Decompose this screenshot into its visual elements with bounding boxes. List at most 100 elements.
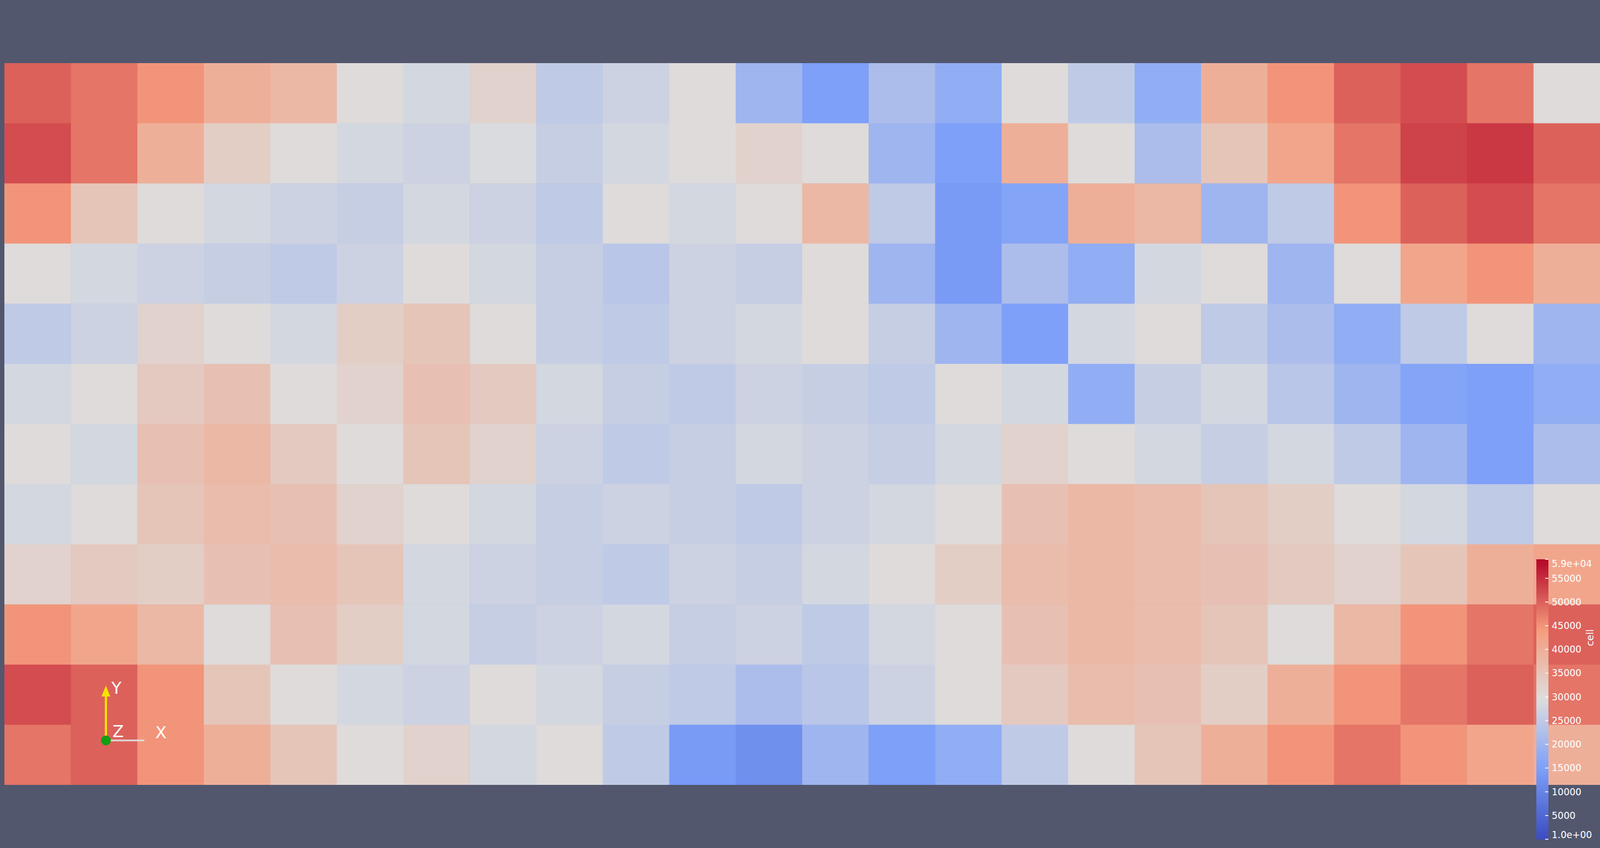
cell — [868, 303, 936, 364]
colorbar-segment — [1536, 648, 1549, 651]
colorbar-segment — [1536, 815, 1549, 819]
colorbar-tick — [1545, 838, 1549, 840]
cell — [1267, 243, 1335, 304]
colorbar-segment — [1536, 803, 1549, 807]
colorbar-segment — [1536, 703, 1549, 707]
cell — [802, 724, 870, 785]
cell — [1533, 183, 1600, 244]
cell — [137, 243, 205, 304]
cell — [336, 183, 404, 244]
colorbar-segment — [1536, 722, 1549, 726]
colorbar-segment — [1536, 561, 1549, 565]
cell — [1400, 664, 1468, 725]
colorbar-segment — [1536, 797, 1549, 800]
colorbar-segment — [1536, 831, 1549, 835]
cell — [735, 604, 803, 665]
cell — [735, 183, 803, 244]
cell — [4, 544, 72, 605]
colorbar-segment — [1536, 691, 1549, 695]
colorbar-tick — [1545, 624, 1549, 627]
colorbar-segment — [1536, 631, 1549, 635]
cell — [1267, 183, 1335, 244]
cell — [1533, 303, 1600, 364]
cell — [4, 483, 72, 545]
cell — [204, 424, 272, 485]
colorbar-segment — [1536, 729, 1549, 732]
cell — [1134, 424, 1202, 485]
cell — [1201, 63, 1269, 124]
colorbar-segment — [1536, 559, 1549, 562]
cell — [137, 664, 205, 725]
colorbar-segment — [1536, 806, 1549, 810]
colorbar-tick-label: 15000 — [1551, 762, 1582, 774]
cell — [735, 724, 803, 785]
cell — [336, 604, 404, 665]
cell — [1001, 183, 1069, 244]
cell — [1068, 243, 1136, 304]
cell — [403, 664, 471, 725]
colorbar-segment — [1536, 668, 1549, 672]
colorbar-tick — [1545, 672, 1549, 674]
cell — [1333, 544, 1401, 605]
cell — [1333, 183, 1401, 244]
cell — [270, 63, 338, 124]
cell — [603, 724, 670, 785]
cell — [1267, 724, 1335, 785]
cell — [1400, 243, 1468, 304]
colorbar-segment — [1536, 769, 1549, 773]
cell — [1533, 363, 1600, 425]
cell — [1400, 544, 1468, 605]
colorbar-segment — [1536, 633, 1549, 637]
cell — [868, 424, 936, 485]
cell — [403, 424, 471, 485]
cell — [469, 604, 537, 665]
cell — [603, 183, 670, 244]
colorbar-title: cell — [1584, 628, 1596, 646]
colorbar-segment — [1536, 592, 1549, 595]
colorbar-segment — [1536, 792, 1549, 796]
cell — [4, 63, 72, 124]
colorbar-segment — [1536, 610, 1549, 614]
cell — [1333, 424, 1401, 485]
colorbar-segment — [1536, 790, 1549, 793]
cell — [1134, 664, 1202, 725]
colorbar-tick — [1545, 814, 1549, 816]
colorbar-segment — [1536, 775, 1549, 779]
cell — [536, 724, 604, 785]
cell — [70, 243, 138, 304]
colorbar-segment — [1536, 782, 1549, 786]
cell — [1201, 243, 1269, 304]
colorbar-segment — [1536, 808, 1549, 812]
cell — [868, 363, 936, 425]
colorbar-segment — [1536, 785, 1549, 788]
cell — [934, 123, 1002, 184]
cell — [802, 123, 870, 184]
cell — [270, 123, 338, 184]
cell — [204, 363, 272, 425]
cell — [1201, 604, 1269, 665]
cell — [1267, 123, 1335, 184]
cell — [669, 544, 737, 605]
cell — [934, 604, 1002, 665]
cell — [4, 123, 72, 184]
cell — [1467, 544, 1535, 605]
cell — [603, 483, 670, 545]
cell — [1001, 63, 1069, 124]
cell — [70, 483, 138, 545]
colorbar-segment — [1536, 766, 1549, 770]
cell — [1201, 544, 1269, 605]
cell — [735, 303, 803, 364]
colorbar-segment — [1536, 575, 1549, 579]
colorbar-segment — [1536, 689, 1549, 693]
cell — [1333, 664, 1401, 725]
cell — [270, 424, 338, 485]
cell — [1533, 724, 1600, 785]
colorbar-segment — [1536, 687, 1549, 691]
mesh — [4, 63, 1600, 785]
colorbar-segment — [1536, 734, 1549, 737]
colorbar-segment — [1536, 834, 1549, 838]
cell — [669, 483, 737, 545]
cell — [536, 363, 604, 425]
colorbar-segment — [1536, 757, 1549, 760]
colorbar-segment — [1536, 706, 1549, 709]
